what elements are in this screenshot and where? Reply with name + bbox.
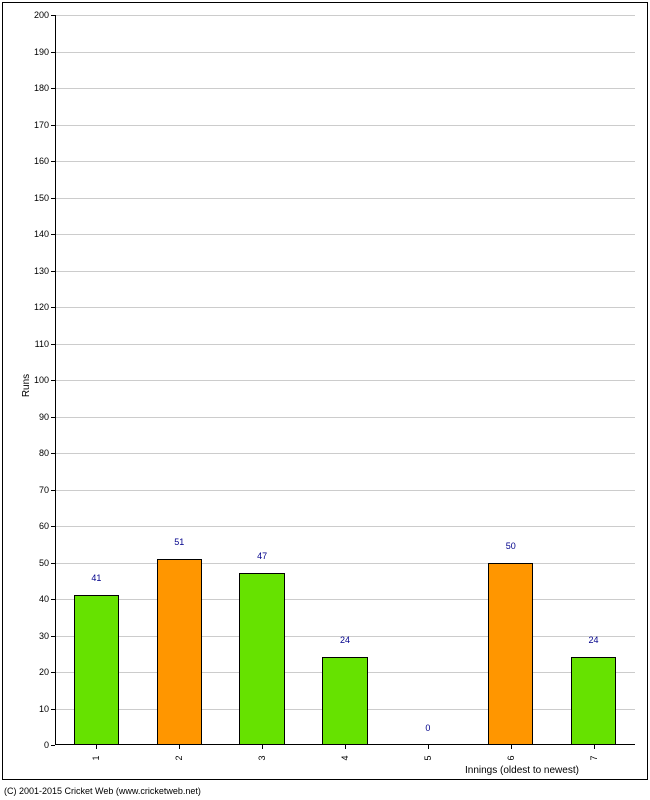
gridline	[55, 125, 635, 126]
x-tick-mark	[428, 745, 429, 749]
gridline	[55, 490, 635, 491]
y-tick-label: 100	[34, 375, 55, 385]
y-tick-label: 50	[39, 558, 55, 568]
y-tick-label: 30	[39, 631, 55, 641]
bar-value-label: 50	[506, 541, 516, 551]
y-tick-label: 80	[39, 448, 55, 458]
plot-area: 0102030405060708090100110120130140150160…	[55, 15, 635, 745]
bar	[157, 559, 203, 745]
y-tick-label: 180	[34, 83, 55, 93]
x-tick-mark	[96, 745, 97, 749]
gridline	[55, 380, 635, 381]
x-axis-label: Innings (oldest to newest)	[465, 765, 579, 776]
gridline	[55, 234, 635, 235]
gridline	[55, 161, 635, 162]
y-tick-label: 110	[35, 339, 55, 349]
gridline	[55, 307, 635, 308]
y-tick-label: 90	[39, 412, 55, 422]
x-tick-mark	[179, 745, 180, 749]
x-tick-label: 3	[257, 755, 267, 760]
gridline	[55, 526, 635, 527]
y-tick-label: 120	[34, 302, 55, 312]
y-tick-label: 190	[34, 47, 55, 57]
bar-value-label: 51	[174, 537, 184, 547]
x-tick-mark	[594, 745, 595, 749]
gridline	[55, 344, 635, 345]
y-tick-label: 130	[34, 266, 55, 276]
bar-value-label: 47	[257, 551, 267, 561]
x-tick-mark	[511, 745, 512, 749]
y-tick-label: 60	[39, 521, 55, 531]
bar-value-label: 0	[425, 723, 430, 733]
y-tick-label: 200	[34, 10, 55, 20]
bar	[239, 573, 285, 745]
x-tick-mark	[345, 745, 346, 749]
y-tick-label: 140	[34, 229, 55, 239]
gridline	[55, 52, 635, 53]
y-tick-label: 0	[44, 740, 55, 750]
x-tick-label: 5	[423, 755, 433, 760]
copyright-text: (C) 2001-2015 Cricket Web (www.cricketwe…	[4, 786, 201, 796]
bar	[488, 563, 534, 746]
x-tick-mark	[262, 745, 263, 749]
y-axis-line	[55, 15, 56, 745]
y-tick-label: 10	[39, 704, 55, 714]
y-tick-label: 70	[39, 485, 55, 495]
y-tick-label: 20	[39, 667, 55, 677]
y-tick-label: 150	[34, 193, 55, 203]
gridline	[55, 198, 635, 199]
bar	[322, 657, 368, 745]
bar-value-label: 41	[91, 573, 101, 583]
bar	[74, 595, 120, 745]
gridline	[55, 15, 635, 16]
y-tick-label: 40	[39, 594, 55, 604]
bar-value-label: 24	[340, 635, 350, 645]
gridline	[55, 417, 635, 418]
y-axis-label: Runs	[21, 374, 32, 397]
gridline	[55, 271, 635, 272]
gridline	[55, 599, 635, 600]
gridline	[55, 563, 635, 564]
x-tick-label: 4	[340, 755, 350, 760]
x-tick-label: 6	[506, 755, 516, 760]
x-tick-label: 1	[91, 755, 101, 760]
gridline	[55, 88, 635, 89]
gridline	[55, 453, 635, 454]
bar-value-label: 24	[589, 635, 599, 645]
bar	[571, 657, 617, 745]
x-tick-label: 2	[174, 755, 184, 760]
x-tick-label: 7	[589, 755, 599, 760]
chart-container: 0102030405060708090100110120130140150160…	[0, 0, 650, 800]
y-tick-label: 160	[34, 156, 55, 166]
y-tick-label: 170	[34, 120, 55, 130]
